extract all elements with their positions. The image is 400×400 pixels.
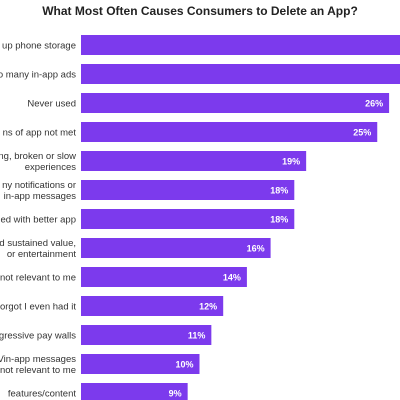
bar	[81, 383, 188, 400]
value-label: 14%	[223, 273, 241, 283]
value-label: 11%	[188, 331, 206, 341]
bar	[81, 209, 295, 229]
value-label: 16%	[247, 244, 265, 254]
category-label: features/content	[8, 389, 76, 400]
value-label: 18%	[270, 186, 288, 196]
value-label: 18%	[270, 215, 288, 225]
bar	[81, 325, 212, 345]
category-label: o many in-app ads	[0, 70, 76, 81]
category-label: Vin-app messages not relevant to me	[0, 354, 76, 376]
bar	[81, 180, 295, 200]
value-label: 9%	[169, 389, 182, 399]
category-label: d sustained value, or entertainment	[0, 238, 76, 260]
category-label: gressive pay walls	[0, 331, 76, 342]
category-label: ny notifications or in-app messages	[2, 180, 76, 202]
value-label: 19%	[282, 157, 300, 167]
bar	[81, 267, 247, 287]
bar	[81, 296, 224, 316]
bar	[81, 238, 271, 258]
bar	[81, 151, 307, 171]
value-label: 10%	[175, 360, 193, 370]
bar	[81, 93, 390, 113]
category-label: Never used	[27, 99, 76, 110]
value-label: 25%	[353, 128, 371, 138]
bar	[81, 64, 400, 84]
category-label: up phone storage	[2, 41, 76, 52]
bar	[81, 35, 400, 55]
category-label: ng, broken or slow experiences	[0, 151, 76, 173]
value-label: 26%	[365, 99, 383, 109]
bar	[81, 122, 378, 142]
value-label: 12%	[199, 302, 217, 312]
bar	[81, 354, 200, 374]
category-label: ed with better app	[0, 215, 76, 226]
category-label: ns of app not met	[3, 128, 77, 139]
category-label: orgot I even had it	[0, 302, 76, 313]
category-label: not relevant to me	[0, 273, 76, 284]
chart-title: What Most Often Causes Consumers to Dele…	[42, 4, 358, 18]
